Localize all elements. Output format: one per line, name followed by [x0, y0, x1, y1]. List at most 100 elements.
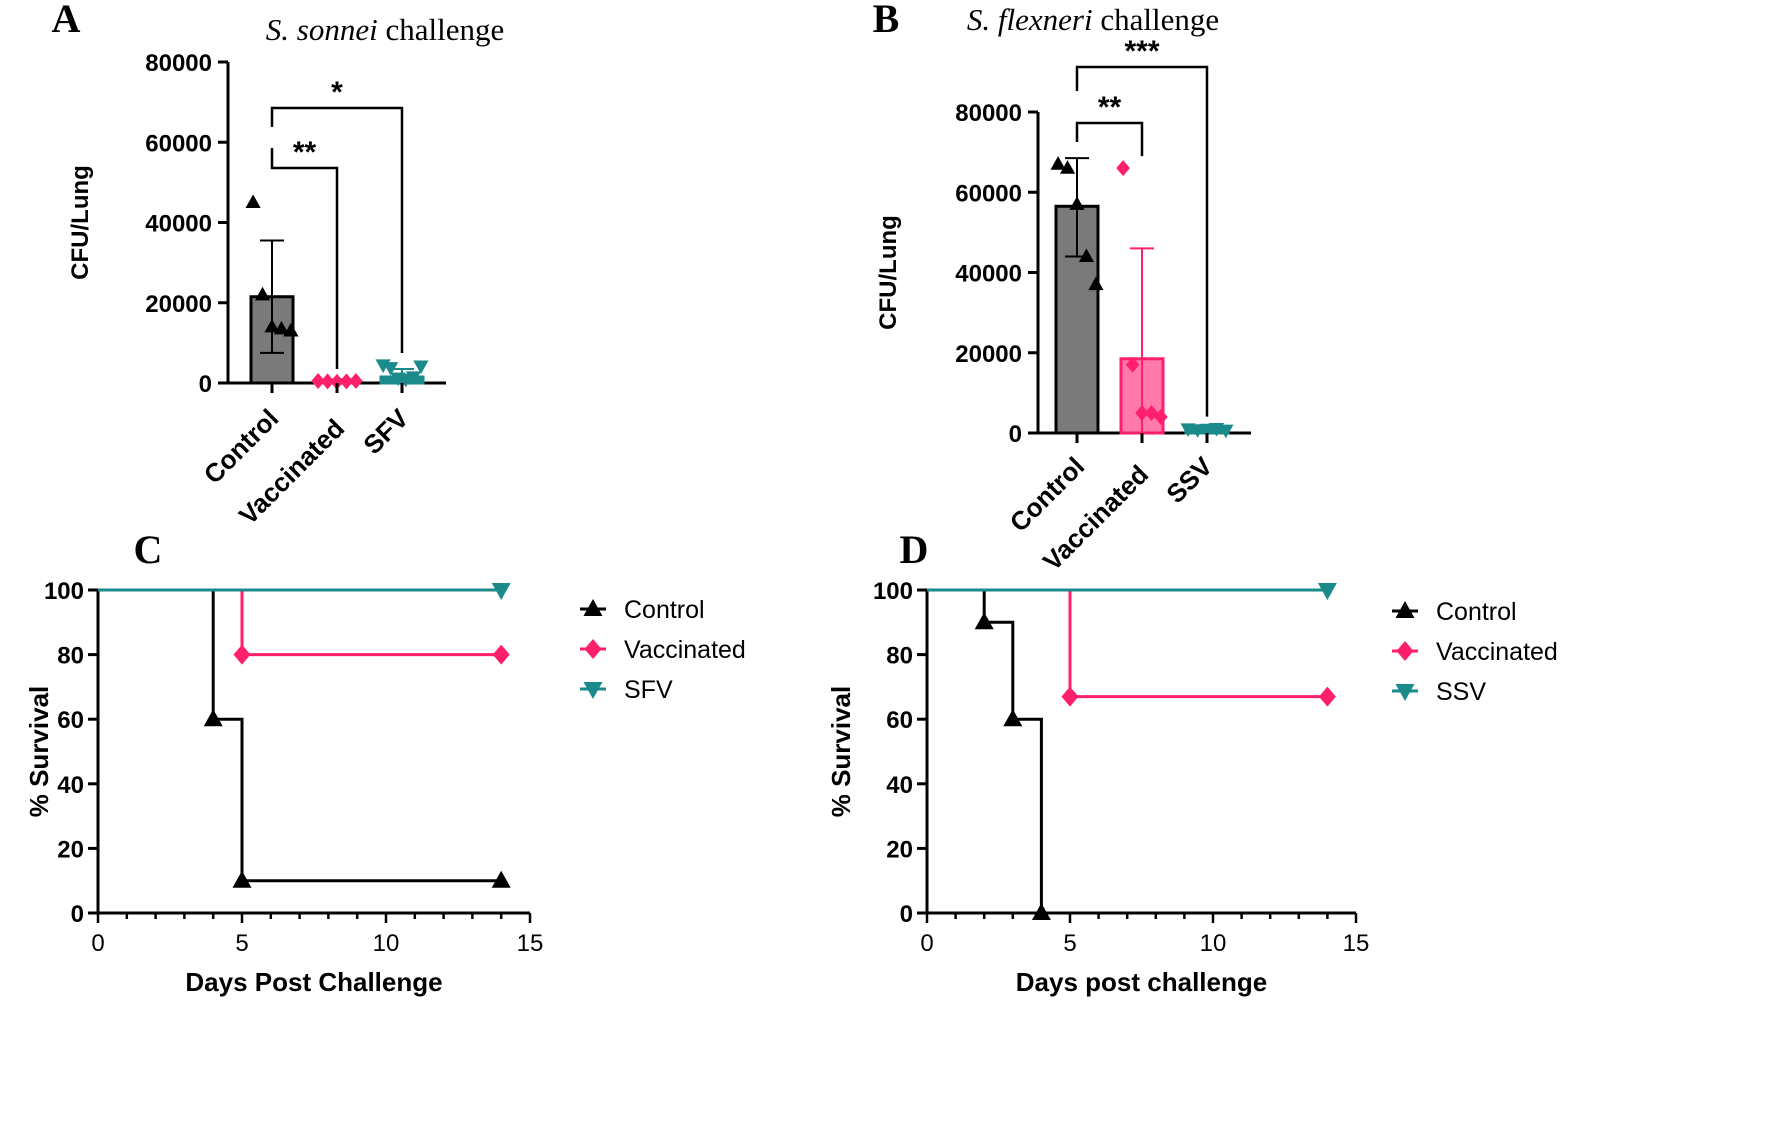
legend-label: SFV — [624, 676, 673, 704]
significance-bracket: ** — [270, 136, 339, 369]
y-tick-label: 60 — [886, 707, 913, 734]
y-tick-label: 80000 — [955, 100, 1022, 127]
data-point — [330, 373, 344, 390]
chart-title: S. sonnei challenge — [266, 12, 504, 47]
panel-letter: C — [134, 527, 163, 572]
x-tick-label: 10 — [373, 930, 400, 957]
data-point — [254, 286, 271, 301]
bracket-line — [1075, 65, 1209, 417]
y-tick-label: 20 — [886, 836, 913, 863]
panel-b: B S. flexneri challenge 0 20000 40000 60000 80… — [873, 0, 1251, 576]
x-tick-label: 0 — [91, 930, 104, 957]
y-tick-label: 40 — [886, 772, 913, 799]
x-tick-label: 10 — [1200, 930, 1227, 957]
legend-item: SSV — [1392, 678, 1486, 706]
data-point — [1154, 408, 1168, 425]
data-point — [492, 644, 510, 665]
bar-group-control — [1050, 156, 1104, 435]
y-tick-label: 40000 — [955, 261, 1022, 288]
y-tick-label: 60 — [57, 707, 84, 734]
x-tick-label: 15 — [1343, 930, 1370, 957]
data-point — [1050, 156, 1066, 170]
data-point — [245, 194, 261, 209]
data-point — [339, 373, 354, 390]
legend-marker — [583, 682, 603, 699]
series-sfv — [98, 583, 511, 600]
x-tick-label: SSV — [1160, 451, 1218, 509]
data-point — [405, 371, 421, 385]
x-tick-label: 15 — [517, 930, 544, 957]
data-point — [491, 583, 511, 600]
panel-a: A S. sonnei challenge 0 20000 40000 60000 8000… — [52, 0, 505, 530]
data-point — [383, 362, 399, 376]
legend-item: SFV — [580, 676, 673, 704]
legend-label: Control — [1436, 598, 1517, 626]
data-point — [1031, 903, 1051, 920]
data-point — [283, 322, 299, 337]
y-tick-label: 100 — [44, 578, 84, 605]
data-point — [1125, 356, 1140, 373]
x-tick-label: SFV — [357, 403, 414, 460]
series-line — [927, 588, 1043, 913]
chart-title-rest: challenge — [378, 12, 505, 47]
y-tick-label: 20000 — [145, 291, 212, 318]
legend-marker — [1396, 641, 1414, 661]
series-line — [98, 588, 502, 883]
data-point — [1135, 404, 1149, 421]
series-control — [98, 588, 511, 888]
series-line — [98, 588, 502, 657]
series-line — [927, 588, 1328, 699]
y-tick-label: 0 — [1009, 421, 1022, 448]
y-axis-label: CFU/Lung — [875, 215, 902, 330]
bracket-line — [270, 148, 339, 369]
data-point — [1003, 709, 1023, 727]
significance-bracket: *** — [1075, 35, 1209, 417]
data-point — [311, 372, 325, 389]
y-axis-label: CFU/Lung — [67, 165, 94, 280]
y-tick-label: 80 — [886, 643, 913, 670]
y-tick-label: 40 — [57, 772, 84, 799]
data-point — [1199, 423, 1215, 438]
data-point — [1088, 276, 1104, 291]
bracket-line — [1075, 121, 1144, 157]
x-tick-label: 5 — [235, 930, 248, 957]
significance-label: * — [331, 76, 343, 109]
y-tick-label: 40000 — [145, 211, 212, 238]
legend: Control Vaccinated SSV — [1392, 598, 1558, 706]
y-axis-label: % Survival — [24, 686, 54, 818]
series-vaccinated — [927, 588, 1336, 707]
data-point — [1078, 248, 1095, 263]
legend-item: Vaccinated — [580, 636, 746, 664]
legend: Control Vaccinated SFV — [580, 596, 746, 704]
data-point — [1116, 160, 1130, 177]
data-point — [232, 870, 252, 888]
data-point — [1317, 583, 1337, 600]
panel-letter: A — [52, 0, 81, 41]
data-point — [974, 612, 994, 630]
data-point — [1059, 160, 1076, 174]
data-point — [264, 318, 280, 333]
data-point — [203, 709, 223, 727]
legend-marker — [1395, 684, 1415, 701]
chart-title-italic: S. flexneri — [967, 2, 1093, 37]
legend-item: Vaccinated — [1392, 638, 1558, 666]
data-point — [273, 320, 290, 335]
data-point — [1069, 196, 1085, 210]
y-tick-label: 100 — [873, 578, 913, 605]
y-tick-label: 0 — [199, 371, 212, 398]
legend-label: Vaccinated — [1436, 638, 1558, 666]
x-tick-label: 5 — [1063, 930, 1076, 957]
legend-marker — [583, 599, 603, 616]
significance-bracket: ** — [1075, 91, 1144, 157]
legend-label: Control — [624, 596, 705, 624]
y-tick-label: 20 — [57, 836, 84, 863]
series-ssv — [927, 583, 1337, 600]
significance-bracket: * — [270, 76, 404, 353]
significance-label: *** — [1124, 35, 1159, 68]
x-tick-label: 0 — [920, 930, 933, 957]
legend-item: Control — [580, 596, 705, 624]
series-control — [927, 588, 1051, 920]
y-tick-label: 0 — [900, 901, 913, 928]
panel-letter: D — [900, 527, 929, 572]
